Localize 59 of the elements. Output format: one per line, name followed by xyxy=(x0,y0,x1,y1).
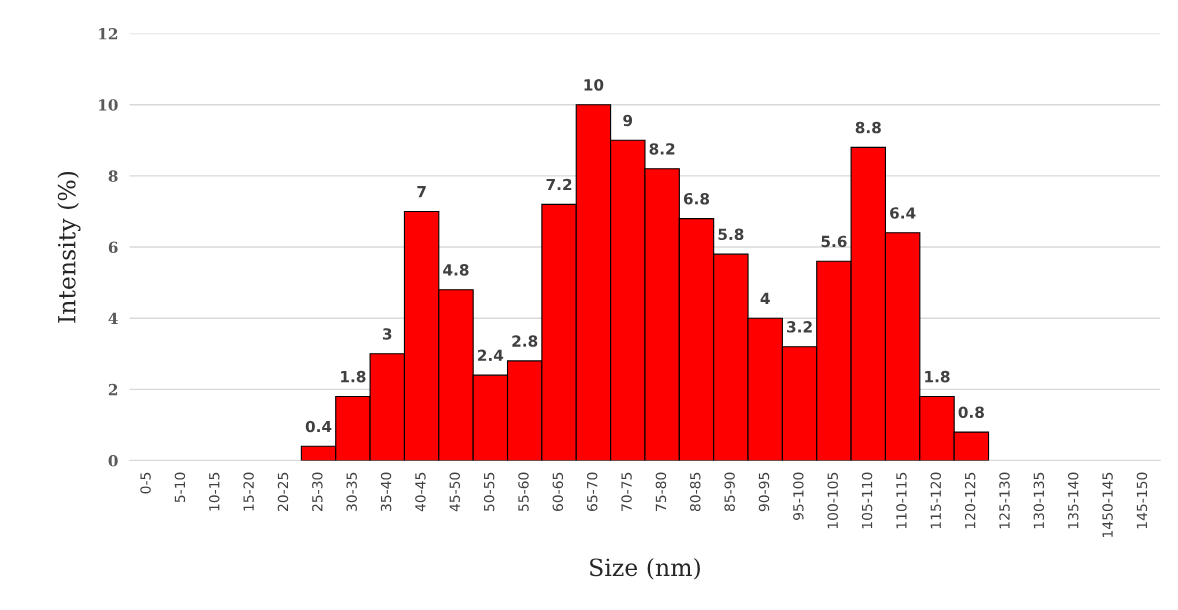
data-label: 0.4 xyxy=(305,420,332,433)
data-label: 6.8 xyxy=(683,192,710,205)
x-tick-label: 85-90 xyxy=(724,472,735,512)
x-tick-label: 70-75 xyxy=(621,472,632,511)
x-tick-label: 50-55 xyxy=(483,472,495,511)
data-label: 2.4 xyxy=(478,349,504,361)
y-tick-label: 12 xyxy=(99,28,118,40)
x-tick-label: 0-5 xyxy=(140,472,151,494)
data-label: 4 xyxy=(760,292,770,304)
x-tick-label: 100-105 xyxy=(827,472,838,529)
data-label: 1.8 xyxy=(925,370,950,383)
x-tick-label: 15-20 xyxy=(243,472,254,511)
x-tick-label: 80-85 xyxy=(690,472,701,512)
data-label: 8.8 xyxy=(855,121,881,134)
x-tick-label: 10-15 xyxy=(209,472,220,511)
x-tick-label: 75-80 xyxy=(655,472,667,511)
y-tick-label: 2 xyxy=(108,383,118,396)
data-label: 1.8 xyxy=(341,370,366,383)
y-tick-label: 10 xyxy=(99,99,118,111)
x-tick-label: 5-10 xyxy=(174,472,186,503)
x-tick-label: 20-25 xyxy=(277,472,289,511)
x-tick-label: 35-40 xyxy=(380,472,392,511)
data-label: 5.8 xyxy=(718,228,744,241)
x-tick-label: 145-150 xyxy=(1136,472,1148,529)
x-tick-label: 40-45 xyxy=(415,472,426,512)
x-tick-label: 60-65 xyxy=(552,472,564,512)
y-tick-label: 6 xyxy=(108,241,118,254)
y-tick-label: 0 xyxy=(108,455,118,467)
x-tick-label: 55-60 xyxy=(518,472,529,511)
y-tick-label: 8 xyxy=(108,170,118,182)
x-tick-label: 1450-145 xyxy=(1102,472,1113,537)
x-tick-label: 95-100 xyxy=(793,472,804,520)
data-label: 4.8 xyxy=(443,264,469,276)
y-tick-label: 4 xyxy=(108,312,118,325)
x-axis-title: Size (nm) xyxy=(590,557,700,580)
y-axis-title: Intensity (%) xyxy=(57,171,81,323)
data-label: 3.2 xyxy=(787,321,812,333)
x-tick-label: 90-95 xyxy=(758,472,770,512)
data-label: 5.6 xyxy=(821,235,847,248)
data-label: 6.4 xyxy=(890,207,916,219)
x-tick-label: 110-115 xyxy=(896,472,907,529)
data-label: 8.2 xyxy=(649,143,675,155)
data-label: 7.2 xyxy=(546,178,572,191)
x-tick-label: 135-140 xyxy=(1067,472,1079,529)
data-label: 7 xyxy=(417,186,426,198)
data-label: 9 xyxy=(623,114,633,127)
x-tick-label: 105-110 xyxy=(861,472,873,529)
data-label: 0.8 xyxy=(958,406,984,419)
x-tick-label: 45-50 xyxy=(449,472,461,512)
x-tick-label: 30-35 xyxy=(346,472,357,511)
x-tick-label: 115-120 xyxy=(930,472,942,529)
x-tick-label: 65-70 xyxy=(586,472,598,512)
x-tick-label: 120-125 xyxy=(964,472,976,529)
data-label: 10 xyxy=(584,79,604,91)
x-tick-label: 125-130 xyxy=(999,472,1010,529)
data-label: 3 xyxy=(382,328,392,340)
data-label: 2.8 xyxy=(512,335,538,347)
x-tick-label: 130-135 xyxy=(1033,472,1045,529)
x-tick-label: 25-30 xyxy=(312,472,323,511)
